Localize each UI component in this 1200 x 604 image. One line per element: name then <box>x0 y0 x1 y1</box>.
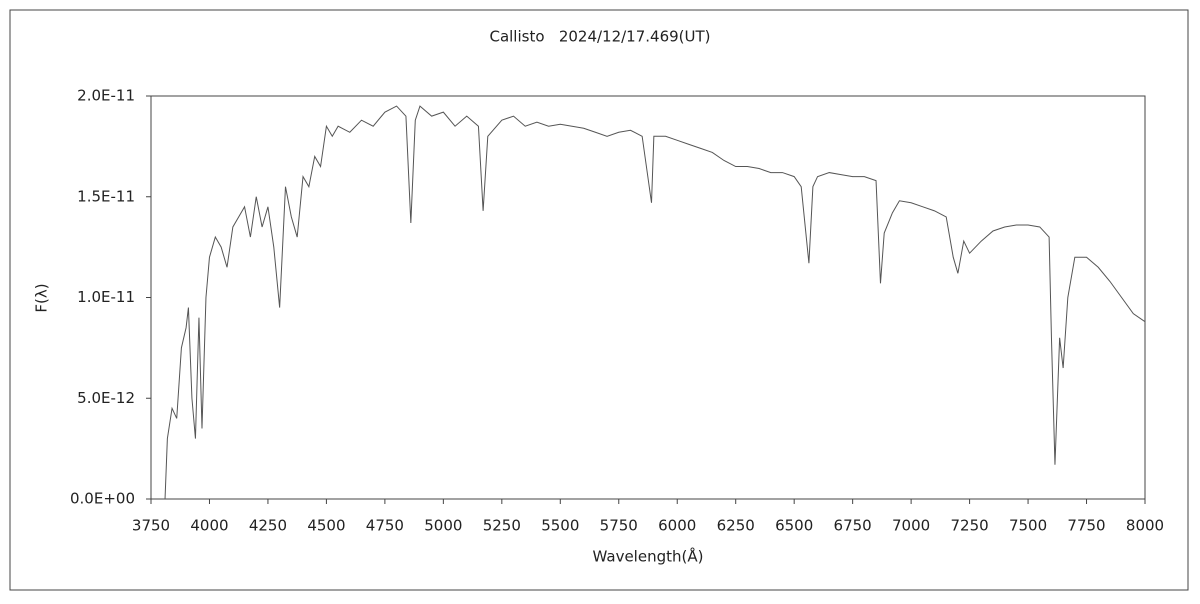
x-tick-label: 4750 <box>366 517 404 535</box>
y-tick-label: 5.0E-12 <box>77 389 135 407</box>
y-tick-label: 0.0E+00 <box>70 490 135 508</box>
x-tick-label: 6000 <box>658 517 696 535</box>
x-tick-label: 3750 <box>132 517 170 535</box>
x-tick-label: 7500 <box>1009 517 1047 535</box>
y-axis-label: F(λ) <box>33 283 51 312</box>
x-tick-label: 6250 <box>717 517 755 535</box>
y-tick-label: 2.0E-11 <box>77 87 135 105</box>
x-tick-label: 5750 <box>600 517 638 535</box>
x-tick-label: 5000 <box>424 517 462 535</box>
x-tick-label: 7250 <box>950 517 988 535</box>
x-tick-label: 4000 <box>190 517 228 535</box>
x-tick-label: 5250 <box>483 517 521 535</box>
x-tick-label: 4500 <box>307 517 345 535</box>
x-tick-label: 7750 <box>1067 517 1105 535</box>
x-axis-label: Wavelength(Å) <box>593 547 704 566</box>
x-tick-label: 6500 <box>775 517 813 535</box>
chart-title: Callisto 2024/12/17.469(UT) <box>489 28 710 46</box>
y-tick-label: 1.5E-11 <box>77 187 135 205</box>
y-tick-label: 1.0E-11 <box>77 288 135 306</box>
x-tick-label: 8000 <box>1126 517 1164 535</box>
x-tick-label: 4250 <box>249 517 287 535</box>
plot-area <box>150 95 1146 500</box>
spectrum-line <box>164 105 1146 500</box>
x-tick-label: 7000 <box>892 517 930 535</box>
x-tick-label: 5500 <box>541 517 579 535</box>
frame <box>9 9 1189 591</box>
x-tick-label: 6750 <box>834 517 872 535</box>
